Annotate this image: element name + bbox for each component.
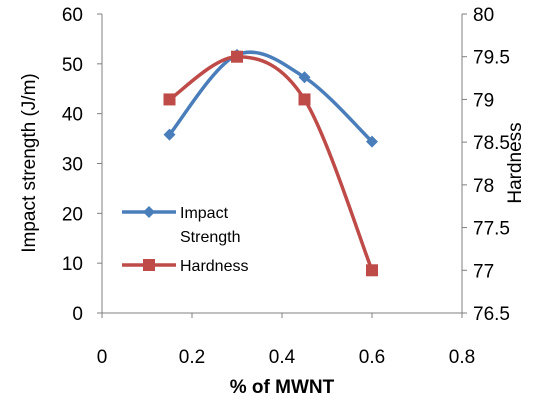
left-tick-label: 60: [62, 5, 83, 26]
data-point: [366, 264, 378, 277]
x-tick-label: 0.6: [359, 347, 385, 368]
legend-label: Hardness: [180, 258, 248, 275]
x-tick-label: 0: [97, 347, 108, 368]
legend-marker: [143, 259, 155, 271]
data-point: [298, 71, 311, 84]
x-tick-label: 0.2: [179, 347, 205, 368]
right-tick-label: 77.5: [473, 219, 510, 240]
right-tick-label: 77: [473, 261, 494, 282]
left-axis-title: Impact strength (J/m): [19, 73, 40, 253]
legend-item: Hardness: [122, 258, 248, 275]
data-point: [298, 93, 311, 106]
legend-item: Impact Strength: [122, 205, 240, 246]
right-tick-label: 78.5: [473, 133, 510, 154]
left-tick-label: 30: [62, 155, 83, 176]
data-point: [163, 128, 176, 141]
legend: Impact Strength Hardness: [122, 205, 248, 275]
left-tick-label: 50: [62, 55, 83, 76]
right-tick-label: 78: [473, 176, 494, 197]
data-point: [231, 50, 243, 63]
right-axis-ticks: 76.5 77 77.5 78 78.5 79 79.5 80: [462, 5, 510, 325]
right-tick-label: 79: [473, 90, 494, 111]
series-line: [168, 54, 374, 271]
series-layer: [163, 48, 378, 277]
series-line: [168, 50, 374, 143]
left-tick-label: 0: [72, 304, 83, 325]
x-tick-label: 0.8: [449, 347, 475, 368]
right-tick-label: 76.5: [473, 304, 510, 325]
x-axis-title: % of MWNT: [230, 377, 335, 398]
left-tick-label: 40: [62, 105, 83, 126]
left-tick-label: 10: [62, 254, 83, 275]
legend-marker: [143, 206, 155, 218]
left-axis-ticks: 0 10 20 30 40 50 60: [62, 5, 102, 325]
legend-label: Impact: [180, 205, 229, 222]
data-point: [163, 93, 176, 106]
series-hardness: [163, 50, 378, 277]
right-tick-label: 79.5: [473, 48, 510, 69]
right-tick-label: 80: [473, 5, 494, 26]
axes: [101, 14, 463, 314]
data-point: [366, 135, 378, 148]
x-tick-label: 0.4: [269, 347, 296, 368]
right-axis-title: Hardness: [505, 122, 526, 203]
legend-label: Strength: [180, 229, 240, 246]
x-axis-ticks: 0 0.2 0.4 0.6 0.8: [97, 313, 475, 368]
left-tick-label: 20: [62, 204, 83, 225]
